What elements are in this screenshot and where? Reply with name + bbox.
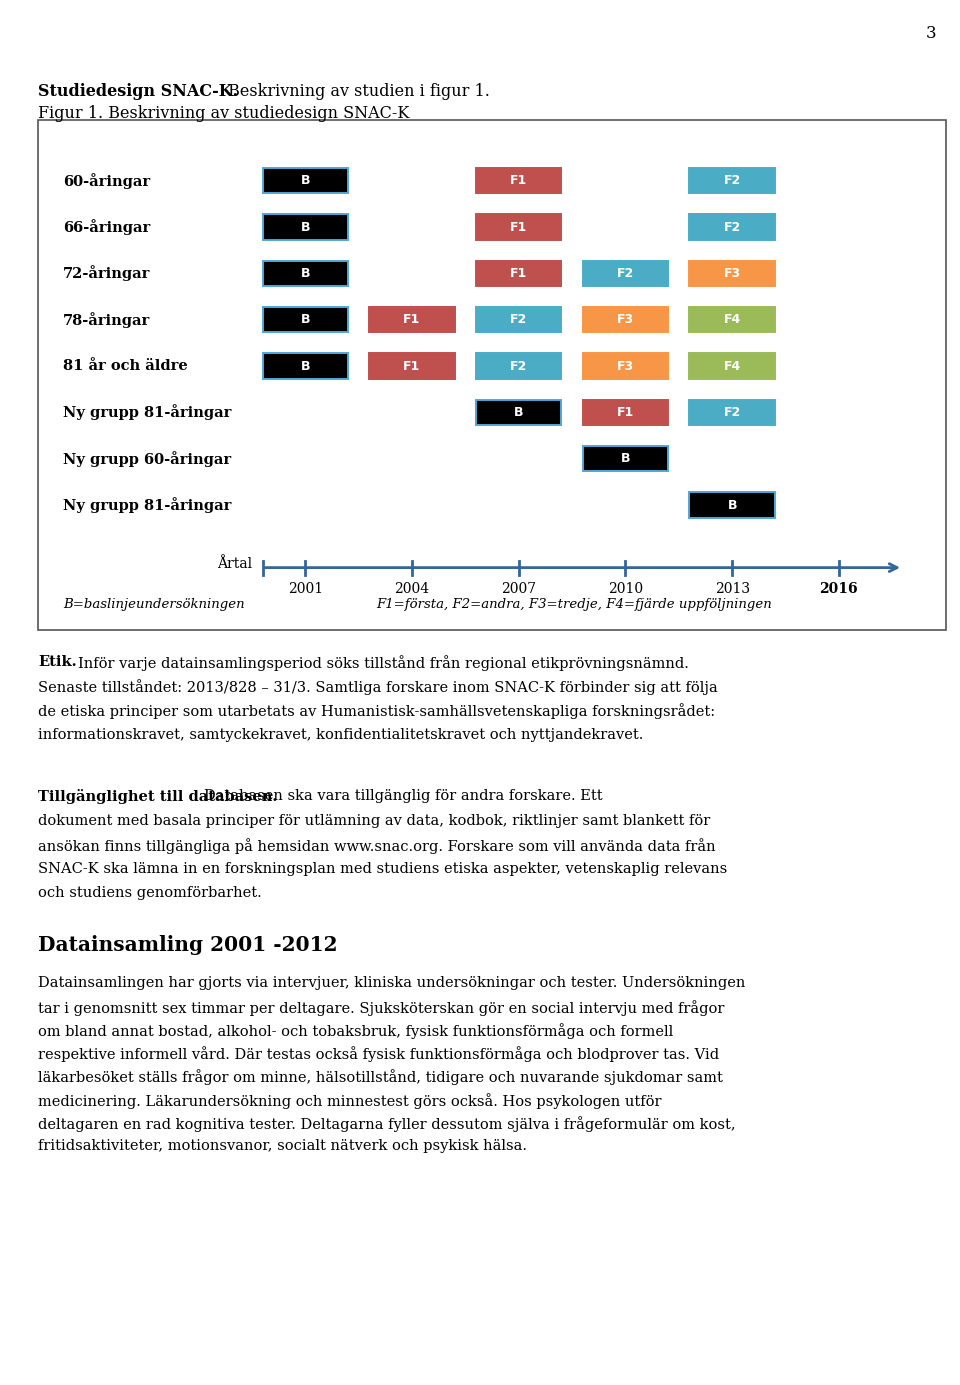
FancyBboxPatch shape — [476, 168, 562, 194]
Text: 3: 3 — [925, 25, 936, 42]
Text: F3: F3 — [617, 313, 634, 327]
Text: Etik.: Etik. — [38, 655, 77, 669]
Text: Studiedesign SNAC-K.: Studiedesign SNAC-K. — [38, 83, 238, 100]
FancyBboxPatch shape — [689, 168, 775, 194]
FancyBboxPatch shape — [476, 400, 562, 425]
Text: 2016: 2016 — [820, 582, 858, 596]
Text: Ny grupp 81-åringar: Ny grupp 81-åringar — [63, 404, 231, 421]
Text: Tillgänglighet till databasen.: Tillgänglighet till databasen. — [38, 789, 277, 805]
Text: de etiska principer som utarbetats av Humanistisk-samhällsvetenskapliga forsknin: de etiska principer som utarbetats av Hu… — [38, 704, 715, 719]
Text: F2: F2 — [724, 406, 741, 418]
Text: 60-åringar: 60-åringar — [63, 173, 151, 188]
FancyBboxPatch shape — [262, 260, 348, 287]
Text: Senaste tillståndet: 2013/828 – 31/3. Samtliga forskare inom SNAC-K förbinder si: Senaste tillståndet: 2013/828 – 31/3. Sa… — [38, 679, 718, 695]
FancyBboxPatch shape — [689, 492, 775, 518]
Text: Datainsamlingen har gjorts via intervjuer, kliniska undersökningar och tester. U: Datainsamlingen har gjorts via intervjue… — [38, 976, 746, 990]
Text: 81 år och äldre: 81 år och äldre — [63, 359, 188, 373]
Text: medicinering. Läkarundersökning och minnestest görs också. Hos psykologen utför: medicinering. Läkarundersökning och minn… — [38, 1093, 661, 1108]
Text: F2: F2 — [724, 175, 741, 187]
Text: ansökan finns tillgängliga på hemsidan www.snac.org. Forskare som vill använda d: ansökan finns tillgängliga på hemsidan w… — [38, 838, 716, 853]
FancyBboxPatch shape — [689, 307, 775, 332]
Text: F1: F1 — [403, 313, 420, 327]
FancyBboxPatch shape — [262, 215, 348, 240]
Text: 2013: 2013 — [714, 582, 750, 596]
Text: 66-åringar: 66-åringar — [63, 219, 151, 235]
Text: F3: F3 — [617, 360, 634, 373]
Text: fritidsaktiviteter, motionsvanor, socialt nätverk och psykisk hälsa.: fritidsaktiviteter, motionsvanor, social… — [38, 1140, 527, 1154]
FancyBboxPatch shape — [370, 307, 455, 332]
Text: B: B — [300, 220, 310, 234]
Text: F4: F4 — [724, 360, 741, 373]
Text: 2001: 2001 — [288, 582, 323, 596]
Text: F2: F2 — [724, 220, 741, 234]
Text: B: B — [300, 267, 310, 280]
Text: B: B — [728, 499, 737, 511]
FancyBboxPatch shape — [689, 260, 775, 287]
Text: 72-åringar: 72-åringar — [63, 266, 151, 281]
Text: om bland annat bostad, alkohol- och tobaksbruk, fysisk funktionsförmåga och form: om bland annat bostad, alkohol- och toba… — [38, 1024, 674, 1039]
FancyBboxPatch shape — [476, 353, 562, 379]
Text: dokument med basala principer för utlämning av data, kodbok, riktlinjer samt bla: dokument med basala principer för utlämn… — [38, 814, 710, 828]
Text: F1: F1 — [510, 267, 527, 280]
Text: Årtal: Årtal — [217, 557, 252, 571]
Text: B: B — [300, 360, 310, 373]
FancyBboxPatch shape — [583, 400, 668, 425]
Text: B: B — [621, 453, 630, 465]
Text: Databasen ska vara tillgänglig för andra forskare. Ett: Databasen ska vara tillgänglig för andra… — [204, 789, 602, 803]
Text: F3: F3 — [724, 267, 741, 280]
FancyBboxPatch shape — [476, 260, 562, 287]
Text: F2: F2 — [510, 313, 527, 327]
Text: B: B — [514, 406, 523, 418]
Text: Ny grupp 81-åringar: Ny grupp 81-åringar — [63, 497, 231, 512]
Text: F2: F2 — [616, 267, 634, 280]
FancyBboxPatch shape — [583, 307, 668, 332]
FancyBboxPatch shape — [689, 400, 775, 425]
Text: F1: F1 — [403, 360, 420, 373]
FancyBboxPatch shape — [689, 353, 775, 379]
Text: Beskrivning av studien i figur 1.: Beskrivning av studien i figur 1. — [223, 83, 490, 100]
FancyBboxPatch shape — [262, 307, 348, 332]
Text: deltagaren en rad kognitiva tester. Deltagarna fyller dessutom själva i frågefor: deltagaren en rad kognitiva tester. Delt… — [38, 1116, 736, 1132]
Text: Figur 1. Beskrivning av studiedesign SNAC-K: Figur 1. Beskrivning av studiedesign SNA… — [38, 105, 410, 122]
Text: informationskravet, samtyckekravet, konfidentialitetskravet och nyttjandekravet.: informationskravet, samtyckekravet, konf… — [38, 729, 644, 742]
Text: B=baslinjeundersökningen: B=baslinjeundersökningen — [63, 598, 245, 611]
Text: 2010: 2010 — [608, 582, 643, 596]
FancyBboxPatch shape — [583, 446, 668, 471]
FancyBboxPatch shape — [583, 260, 668, 287]
FancyBboxPatch shape — [262, 353, 348, 379]
Text: 2007: 2007 — [501, 582, 537, 596]
Text: 2004: 2004 — [395, 582, 429, 596]
Text: tar i genomsnitt sex timmar per deltagare. Sjuksköterskan gör en social intervju: tar i genomsnitt sex timmar per deltagar… — [38, 1000, 725, 1015]
FancyBboxPatch shape — [370, 353, 455, 379]
FancyBboxPatch shape — [583, 353, 668, 379]
Text: F4: F4 — [724, 313, 741, 327]
Text: F1: F1 — [510, 220, 527, 234]
FancyBboxPatch shape — [476, 215, 562, 240]
Text: 78-åringar: 78-åringar — [63, 312, 151, 328]
Text: och studiens genomförbarhet.: och studiens genomförbarhet. — [38, 886, 262, 900]
Text: SNAC-K ska lämna in en forskningsplan med studiens etiska aspekter, vetenskaplig: SNAC-K ska lämna in en forskningsplan me… — [38, 861, 728, 877]
Text: Datainsamling 2001 -2012: Datainsamling 2001 -2012 — [38, 935, 338, 954]
Text: respektive informell vård. Där testas också fysisk funktionsförmåga och blodprov: respektive informell vård. Där testas oc… — [38, 1046, 720, 1062]
Text: F1: F1 — [616, 406, 634, 418]
Text: F1=första, F2=andra, F3=tredje, F4=fjärde uppföljningen: F1=första, F2=andra, F3=tredje, F4=fjärd… — [376, 598, 772, 611]
Text: F2: F2 — [510, 360, 527, 373]
Text: Inför varje datainsamlingsperiod söks tillstånd från regional etikprövningsnämnd: Inför varje datainsamlingsperiod söks ti… — [78, 655, 688, 670]
FancyBboxPatch shape — [689, 215, 775, 240]
Text: F1: F1 — [510, 175, 527, 187]
FancyBboxPatch shape — [476, 307, 562, 332]
Text: B: B — [300, 175, 310, 187]
Text: Ny grupp 60-åringar: Ny grupp 60-åringar — [63, 450, 231, 467]
FancyBboxPatch shape — [262, 168, 348, 194]
Text: läkarbesöket ställs frågor om minne, hälsotillstånd, tidigare och nuvarande sjuk: läkarbesöket ställs frågor om minne, häl… — [38, 1069, 723, 1086]
Text: B: B — [300, 313, 310, 327]
